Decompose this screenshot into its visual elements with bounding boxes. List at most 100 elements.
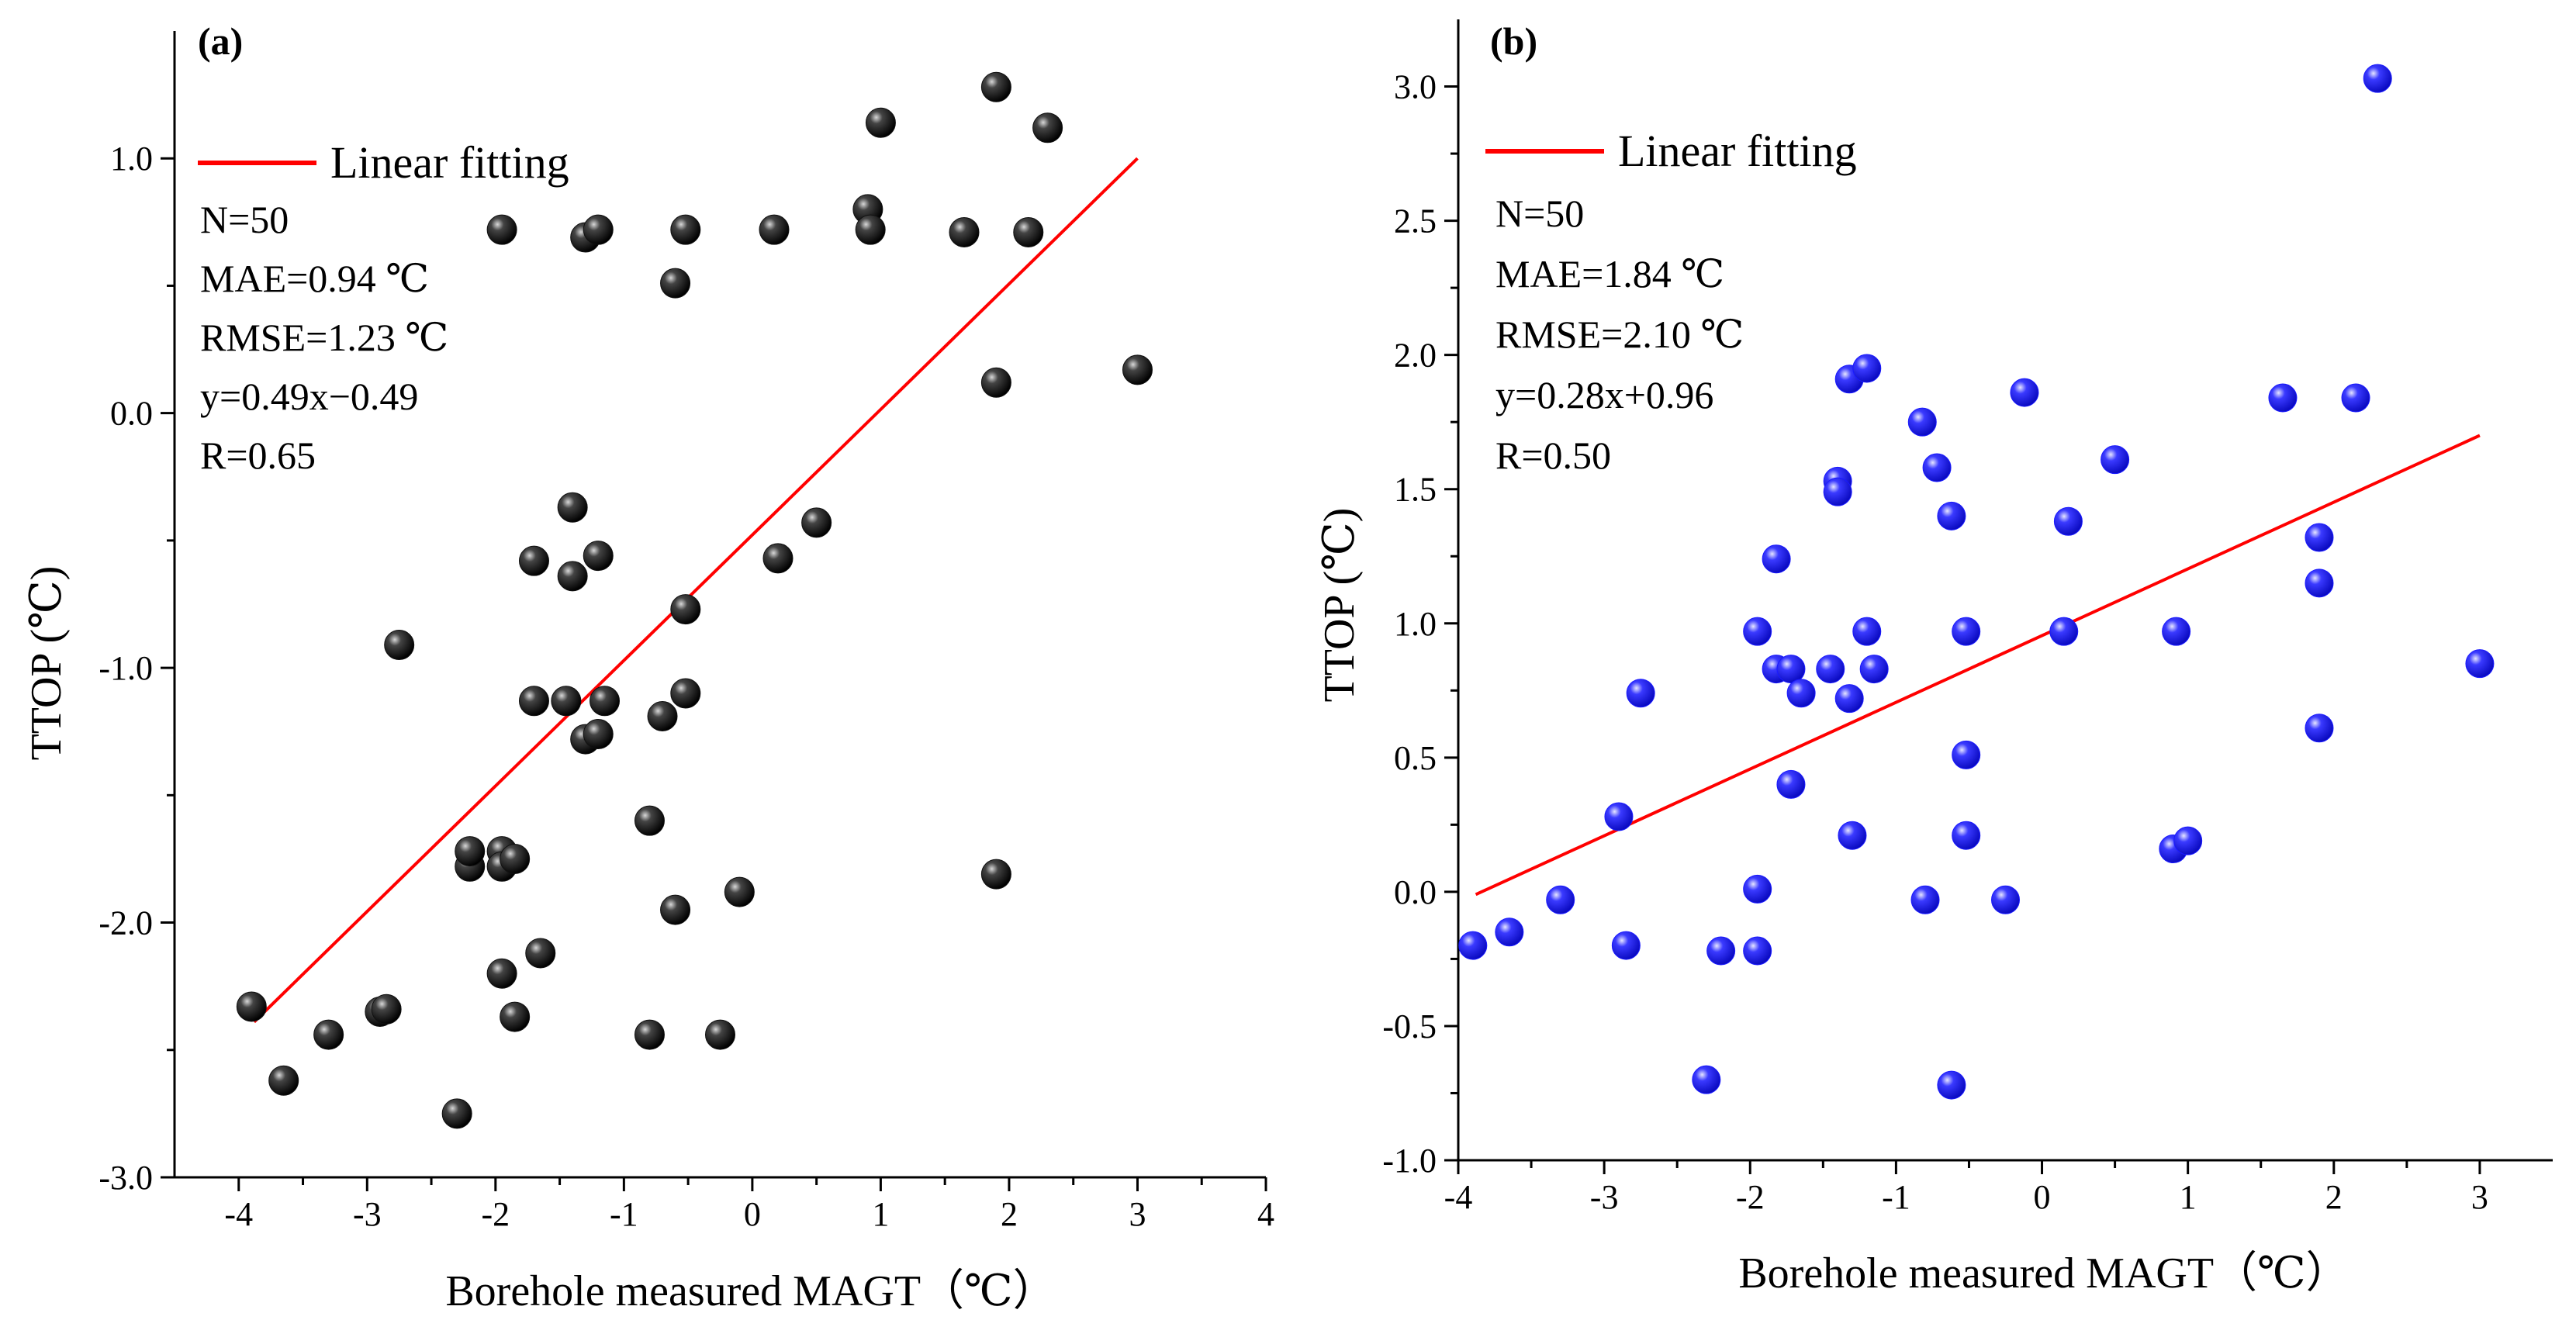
- fit-line-b: [1475, 434, 2481, 897]
- x-tick-label-a: -1: [610, 1195, 638, 1233]
- y-axis-label-a: TTOP (℃): [22, 566, 71, 761]
- data-point-b: [1743, 874, 1772, 904]
- data-point-a: [634, 1019, 665, 1050]
- data-point-a: [670, 678, 701, 709]
- x-axis-label-a: Borehole measured MAGT（℃）: [445, 1267, 1056, 1315]
- panel-label-b: (b): [1490, 19, 1537, 63]
- y-axis-label-b: TTOP (℃): [1316, 508, 1364, 703]
- data-point-b: [1546, 885, 1575, 914]
- panel-label-a: (a): [198, 19, 243, 63]
- data-point-b: [1495, 917, 1524, 947]
- data-point-b: [1910, 885, 1940, 914]
- data-point-a: [705, 1019, 735, 1050]
- data-point-b: [1776, 655, 1806, 684]
- data-point-b: [1834, 684, 1864, 714]
- data-point-b: [1991, 885, 2020, 914]
- y-tick-label-a: -1.0: [99, 649, 153, 687]
- data-point-a: [500, 1001, 531, 1032]
- stat-n-b: N=50: [1495, 192, 1584, 235]
- data-point-b: [1776, 769, 1806, 799]
- stat-n-a: N=50: [200, 198, 289, 241]
- legend-a: Linear fitting: [198, 137, 569, 188]
- chart-panel-a: (a) -4 -3 -2 -1 0 1 2 3 4 -3.0 -2.0 -1.0 0.0 1.0 Line…: [22, 19, 1274, 1315]
- y-tick-label-a: 0.0: [110, 395, 153, 433]
- data-point-a: [557, 561, 588, 592]
- data-point-b: [1823, 477, 1852, 506]
- data-point-a: [486, 214, 517, 245]
- y-tick-label-b: 2.0: [1394, 337, 1437, 375]
- stats-block-a: N=50 MAE=0.94 ℃ RMSE=1.23 ℃ y=0.49x−0.49…: [200, 198, 448, 477]
- data-point-b: [2305, 568, 2334, 598]
- x-tick-label-a: 1: [872, 1195, 889, 1233]
- x-tick-label-b: -1: [1882, 1178, 1910, 1216]
- legend-label-a: Linear fitting: [330, 137, 569, 188]
- data-point-a: [455, 836, 486, 867]
- data-point-b: [1859, 655, 1889, 684]
- data-point-a: [980, 367, 1011, 398]
- y-tick-label-b: 0.5: [1394, 739, 1437, 777]
- data-point-a: [486, 958, 517, 989]
- data-point-a: [980, 71, 1011, 102]
- stat-mae-b: MAE=1.84 ℃: [1495, 252, 1724, 295]
- data-point-a: [518, 545, 549, 576]
- x-tick-label-a: 3: [1129, 1195, 1146, 1233]
- data-point-a: [268, 1065, 299, 1096]
- data-point-a: [583, 719, 614, 750]
- data-point-b: [1937, 501, 1966, 530]
- stats-block-b: N=50 MAE=1.84 ℃ RMSE=2.10 ℃ y=0.28x+0.96…: [1495, 192, 1744, 477]
- x-tick-label-a: -4: [224, 1195, 253, 1233]
- data-point-a: [371, 994, 402, 1025]
- x-tick-label-b: -3: [1590, 1178, 1619, 1216]
- stat-mae-a: MAE=0.94 ℃: [200, 257, 429, 300]
- data-point-b: [1952, 740, 1981, 769]
- data-point-b: [1838, 821, 1867, 850]
- x-tick-label-a: 0: [744, 1195, 761, 1233]
- data-point-b: [1922, 453, 1952, 482]
- data-point-b: [1852, 354, 1882, 383]
- stat-r-b: R=0.50: [1495, 434, 1611, 477]
- data-point-b: [2173, 826, 2203, 855]
- data-point-a: [1032, 112, 1063, 143]
- y-tick-label-b: 3.0: [1394, 68, 1437, 106]
- data-point-b: [1952, 821, 1981, 850]
- x-tick-label-a: 2: [1001, 1195, 1018, 1233]
- data-point-a: [525, 938, 556, 969]
- plot-area-b: -4 -3 -2 -1 0 1 2 3 -1.0 -0.5 0.0 0.5 1.0 1.5 2.0 2.5 3.…: [1382, 19, 2553, 1216]
- data-point-a: [384, 630, 415, 661]
- x-axis-label-b: Borehole measured MAGT（℃）: [1738, 1249, 2349, 1298]
- stat-rmse-a: RMSE=1.23 ℃: [200, 316, 448, 359]
- data-point-a: [762, 543, 794, 574]
- data-point-b: [2363, 64, 2392, 93]
- data-point-b: [1952, 617, 1981, 646]
- data-point-a: [634, 805, 665, 836]
- y-tick-label-b: 1.0: [1394, 605, 1437, 643]
- data-point-a: [1013, 216, 1044, 247]
- legend-label-b: Linear fitting: [1618, 126, 1857, 176]
- x-tick-label-b: 3: [2471, 1178, 2488, 1216]
- data-point-a: [583, 214, 614, 245]
- y-tick-label-a: 1.0: [110, 140, 153, 178]
- y-tick-label-a: -2.0: [99, 904, 153, 942]
- stat-r-a: R=0.65: [200, 434, 316, 477]
- data-point-b: [2010, 378, 2039, 407]
- data-point-a: [980, 859, 1011, 890]
- data-point-a: [660, 894, 691, 925]
- data-point-a: [551, 686, 582, 717]
- data-point-a: [518, 686, 549, 717]
- data-point-a: [236, 991, 267, 1022]
- data-point-b: [1692, 1065, 1721, 1094]
- data-point-b: [2305, 523, 2334, 552]
- data-point-b: [2465, 649, 2495, 679]
- data-point-b: [2341, 383, 2370, 413]
- data-point-a: [557, 492, 588, 523]
- data-point-a: [441, 1098, 472, 1129]
- data-point-b: [2305, 714, 2334, 743]
- legend-b: Linear fitting: [1485, 126, 1857, 176]
- data-point-b: [1907, 407, 1937, 437]
- data-point-b: [2101, 445, 2130, 475]
- data-point-b: [1852, 617, 1882, 646]
- x-tick-label-a: -2: [481, 1195, 510, 1233]
- data-point-a: [313, 1019, 344, 1050]
- data-point-a: [647, 701, 678, 732]
